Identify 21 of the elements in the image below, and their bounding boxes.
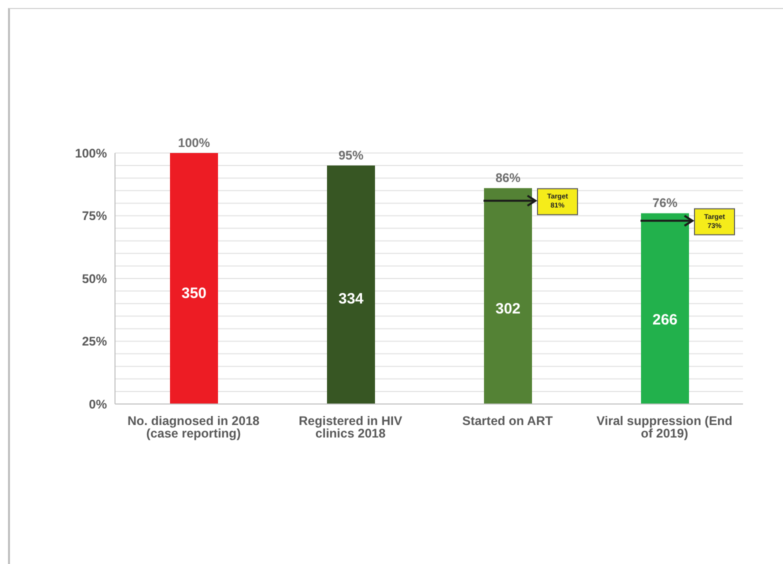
data-label: 86% (495, 171, 521, 186)
annotation: 334 (338, 290, 364, 308)
x-tick-label: Viral suppression (End of 2019) (596, 414, 732, 440)
data-label: 76% (652, 196, 678, 210)
bar (484, 188, 532, 404)
annotation: 266 (652, 312, 678, 329)
data-label: 100% (178, 136, 210, 150)
bar (170, 153, 218, 404)
y-tick-label: 25% (82, 334, 107, 349)
y-tick-label: 75% (82, 209, 107, 224)
data-label: 95% (338, 148, 364, 163)
y-tick-label: 100% (75, 146, 107, 160)
bar (641, 213, 689, 404)
y-tick-label: 50% (82, 272, 107, 286)
annotation: 350 (181, 285, 207, 302)
annotation: 302 (495, 300, 521, 318)
y-tick-label: 0% (88, 397, 107, 412)
x-tick-label: Started on ART (462, 414, 554, 428)
bar (327, 166, 375, 404)
x-tick-label: No. diagnosed in 2018 (case reporting) (128, 414, 260, 440)
x-tick-label: Registered in HIV clinics 2018 (298, 414, 403, 440)
